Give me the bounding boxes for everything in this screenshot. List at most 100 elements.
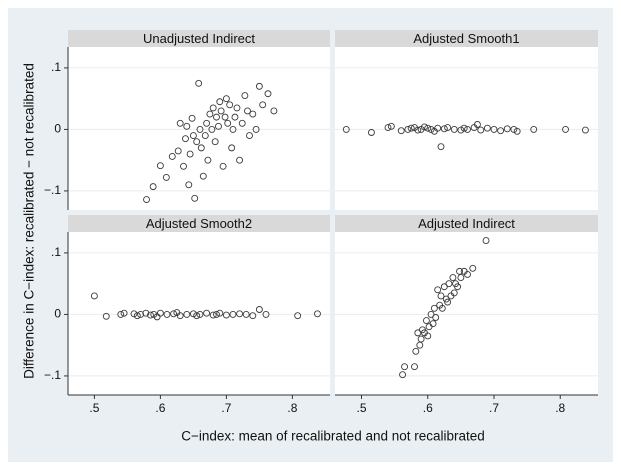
point — [203, 309, 211, 317]
point — [130, 310, 138, 318]
point — [482, 237, 490, 245]
point — [221, 113, 229, 121]
point — [420, 123, 428, 131]
point — [417, 335, 425, 343]
point — [163, 310, 171, 318]
point — [342, 125, 350, 133]
point — [231, 113, 239, 121]
point — [399, 371, 407, 379]
x-axis-label: C−index: mean of recalibrated and not re… — [181, 429, 485, 444]
point — [180, 162, 187, 170]
point — [454, 283, 462, 291]
point — [183, 122, 191, 130]
point — [434, 286, 442, 294]
point — [216, 309, 224, 317]
point — [201, 132, 209, 140]
point — [176, 312, 184, 320]
point — [387, 122, 395, 130]
point — [432, 314, 440, 321]
point — [440, 283, 448, 291]
point — [191, 194, 199, 202]
point — [457, 126, 465, 134]
point — [206, 110, 214, 118]
point — [438, 304, 446, 312]
point — [142, 309, 150, 317]
point — [424, 332, 432, 340]
point — [404, 125, 412, 133]
point — [442, 295, 450, 303]
point — [183, 310, 191, 318]
point — [464, 270, 471, 278]
point — [216, 98, 224, 106]
point — [241, 92, 249, 100]
panel-header — [68, 30, 330, 47]
point — [199, 172, 207, 180]
panel-header — [335, 215, 598, 232]
point — [195, 79, 203, 87]
point — [224, 119, 232, 127]
point — [449, 274, 457, 281]
point — [193, 312, 201, 320]
point — [497, 127, 505, 135]
point — [215, 122, 222, 130]
point — [477, 126, 485, 134]
point — [503, 125, 511, 133]
point — [213, 113, 220, 121]
point — [117, 310, 125, 318]
point — [204, 156, 212, 164]
plot-area — [335, 47, 598, 210]
point — [189, 132, 197, 140]
point — [219, 162, 227, 170]
point — [473, 121, 481, 128]
y-tick-label: .1 — [51, 60, 61, 74]
panel-title: Adjusted Indirect — [418, 216, 515, 231]
point — [469, 264, 477, 272]
panel-title: Adjusted Smooth1 — [413, 31, 519, 46]
x-tick-label: .7 — [221, 401, 231, 415]
point — [222, 311, 230, 319]
point — [444, 124, 452, 132]
point — [437, 143, 445, 151]
x-tick-label: .8 — [287, 401, 297, 415]
point — [156, 162, 164, 170]
y-tick-label: 0 — [54, 122, 61, 136]
point — [434, 124, 442, 132]
point — [174, 147, 182, 155]
point — [143, 196, 150, 203]
point — [189, 310, 197, 318]
point — [209, 104, 217, 112]
point — [581, 126, 589, 134]
point — [414, 329, 422, 337]
point — [450, 125, 458, 133]
point — [255, 306, 263, 313]
point — [242, 310, 250, 318]
y-axis-label: Difference in C−index: recalibrated − no… — [22, 63, 37, 379]
point — [196, 125, 204, 133]
x-tick-label: .7 — [489, 401, 499, 415]
point — [197, 144, 205, 152]
point — [490, 125, 498, 133]
point — [244, 107, 251, 115]
point — [367, 129, 375, 136]
point — [411, 363, 418, 371]
point — [270, 107, 278, 115]
point — [222, 95, 230, 103]
point — [249, 312, 257, 320]
panel-header — [335, 30, 598, 47]
point — [170, 310, 178, 318]
point — [236, 310, 244, 318]
point — [262, 310, 270, 318]
point — [236, 156, 244, 164]
point — [483, 124, 491, 132]
point — [193, 138, 201, 146]
point — [414, 126, 422, 134]
point — [429, 320, 437, 328]
point — [137, 310, 145, 318]
point — [255, 82, 263, 90]
point — [133, 312, 141, 320]
point — [203, 119, 211, 127]
point — [440, 125, 448, 133]
point — [397, 127, 405, 135]
x-tick-label: .5 — [356, 401, 366, 415]
